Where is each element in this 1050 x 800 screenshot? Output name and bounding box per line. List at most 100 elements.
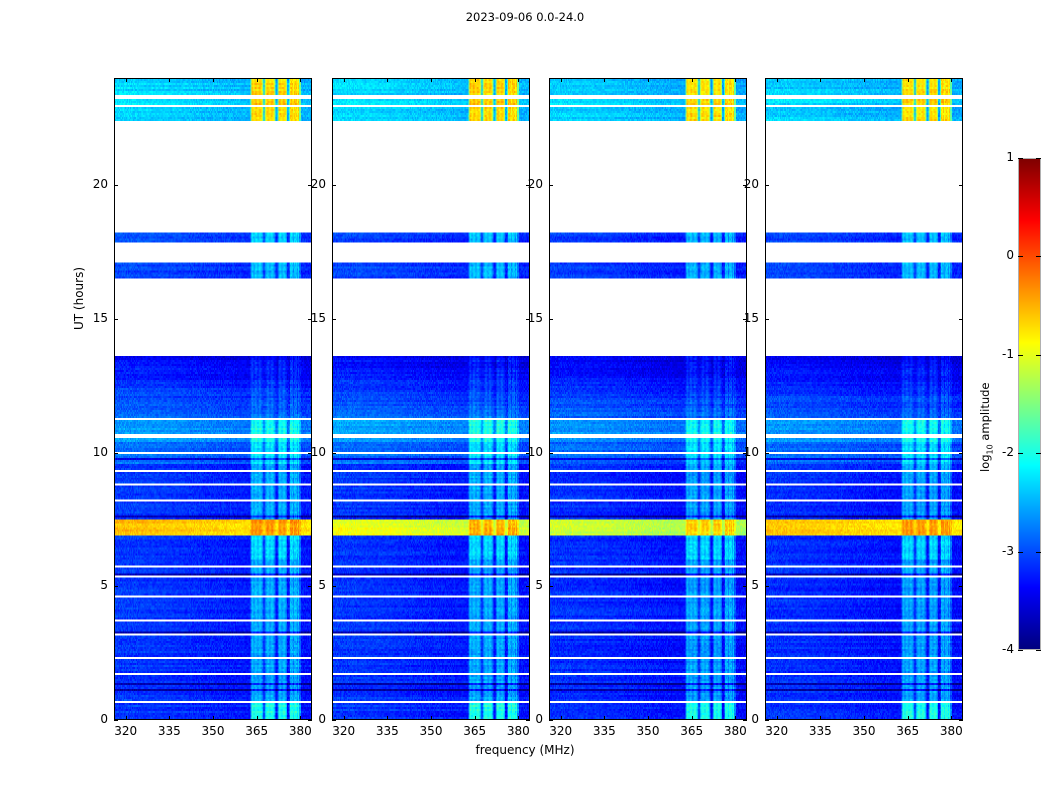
x-tick-label: 350 xyxy=(419,724,443,738)
y-tick-label: 15 xyxy=(92,310,108,325)
y-tick-mark-right xyxy=(743,185,747,186)
heatmap-canvas-yx xyxy=(766,79,962,719)
y-tick-label: 0 xyxy=(100,712,108,726)
x-tick-label: 335 xyxy=(157,724,181,738)
y-tick-mark-right xyxy=(308,318,312,320)
y-tick-mark xyxy=(765,452,769,454)
heatmap-yy xyxy=(333,79,529,719)
panel-xx: XX, V9*V10=EA02*EA11 xyxy=(114,78,312,720)
y-tick-mark xyxy=(549,318,553,320)
y-tick-mark xyxy=(765,318,769,320)
y-tick-mark xyxy=(549,185,553,186)
x-tick-label: 320 xyxy=(332,724,356,738)
x-tick-label: 365 xyxy=(680,724,704,738)
y-tick-label: 10 xyxy=(310,444,326,459)
x-tick-mark xyxy=(300,716,302,720)
x-tick-label: 335 xyxy=(375,724,399,738)
y-tick-mark-right xyxy=(308,720,312,721)
colorbar-tick-mark-right xyxy=(1036,354,1041,356)
colorbar-label-tail: amplitude xyxy=(978,382,992,445)
x-tick-mark-top xyxy=(604,78,606,82)
heatmap-xx xyxy=(115,79,311,719)
y-tick-mark xyxy=(114,318,118,320)
y-tick-mark xyxy=(114,720,118,721)
colorbar-tick-label: -3 xyxy=(1002,543,1014,558)
x-tick-label: 380 xyxy=(939,724,963,738)
y-tick-label: 20 xyxy=(527,177,543,191)
x-tick-mark-top xyxy=(864,78,865,82)
figure-suptitle: 2023-09-06 0.0-24.0 xyxy=(465,10,585,24)
y-tick-mark-right xyxy=(743,720,747,721)
colorbar-tick-mark xyxy=(1018,158,1023,159)
colorbar-tick-mark-right xyxy=(1036,650,1041,651)
y-tick-mark xyxy=(549,720,553,721)
colorbar-tick-mark xyxy=(1018,256,1023,258)
colorbar-tick-mark xyxy=(1018,453,1023,455)
x-tick-mark xyxy=(169,716,171,720)
y-tick-mark-right xyxy=(959,185,963,186)
x-tick-mark-top xyxy=(125,78,127,82)
y-tick-label: 15 xyxy=(310,310,326,325)
y-tick-mark xyxy=(332,318,336,320)
x-tick-mark xyxy=(518,716,520,720)
x-tick-label: 380 xyxy=(506,724,530,738)
y-tick-label: 0 xyxy=(535,712,543,726)
y-tick-label: 15 xyxy=(743,310,759,325)
x-tick-label: 320 xyxy=(549,724,573,738)
x-tick-mark xyxy=(431,716,432,720)
y-tick-mark xyxy=(765,586,769,588)
x-tick-mark xyxy=(604,716,606,720)
x-tick-label: 365 xyxy=(463,724,487,738)
x-tick-mark xyxy=(864,716,865,720)
x-tick-mark-top xyxy=(820,78,822,82)
y-tick-mark xyxy=(765,720,769,721)
y-tick-mark-right xyxy=(526,452,530,454)
x-tick-mark-top xyxy=(691,78,693,82)
y-tick-mark-right xyxy=(526,586,530,588)
x-tick-label: 365 xyxy=(896,724,920,738)
colorbar-label-sub: 10 xyxy=(985,444,995,455)
colorbar-gradient xyxy=(1019,159,1040,649)
x-tick-mark-top xyxy=(735,78,737,82)
x-tick-mark xyxy=(343,716,345,720)
y-tick-label: 0 xyxy=(751,712,759,726)
y-tick-mark xyxy=(549,452,553,454)
y-tick-label: 0 xyxy=(318,712,326,726)
y-tick-mark-right xyxy=(308,185,312,186)
heatmap-yx xyxy=(766,79,962,719)
y-tick-mark-right xyxy=(526,318,530,320)
x-tick-label: 365 xyxy=(245,724,269,738)
x-tick-mark-top xyxy=(648,78,649,82)
heatmap-canvas-yy xyxy=(333,79,529,719)
x-axis-label: frequency (MHz) xyxy=(475,743,575,757)
y-tick-mark-right xyxy=(959,452,963,454)
x-tick-mark-top xyxy=(256,78,258,82)
colorbar-tick-mark xyxy=(1018,354,1023,356)
y-tick-label: 10 xyxy=(743,444,759,459)
y-tick-label: 5 xyxy=(535,578,543,593)
colorbar-tick-mark xyxy=(1018,551,1023,553)
x-tick-mark xyxy=(213,716,214,720)
x-tick-mark xyxy=(474,716,476,720)
x-tick-mark xyxy=(776,716,778,720)
y-tick-mark xyxy=(332,720,336,721)
y-tick-label: 5 xyxy=(318,578,326,593)
colorbar-tick-label: -2 xyxy=(1002,445,1014,460)
panel-yy: YY, V9*V10=EA02*EA11 xyxy=(332,78,530,720)
panel-yx: YX, V9*V10=EA02*EA11 xyxy=(765,78,963,720)
x-tick-label: 335 xyxy=(808,724,832,738)
y-axis-label: UT (hours) xyxy=(72,266,86,330)
x-tick-mark-top xyxy=(560,78,562,82)
y-tick-label: 15 xyxy=(527,310,543,325)
x-tick-mark xyxy=(820,716,822,720)
x-tick-mark xyxy=(907,716,909,720)
colorbar-tick-mark-right xyxy=(1036,453,1041,455)
x-tick-label: 380 xyxy=(723,724,747,738)
y-tick-mark-right xyxy=(743,318,747,320)
x-tick-mark xyxy=(256,716,258,720)
y-tick-label: 20 xyxy=(743,177,759,191)
y-tick-label: 5 xyxy=(100,578,108,593)
colorbar-tick-label: -1 xyxy=(1002,346,1014,361)
x-tick-label: 350 xyxy=(201,724,225,738)
